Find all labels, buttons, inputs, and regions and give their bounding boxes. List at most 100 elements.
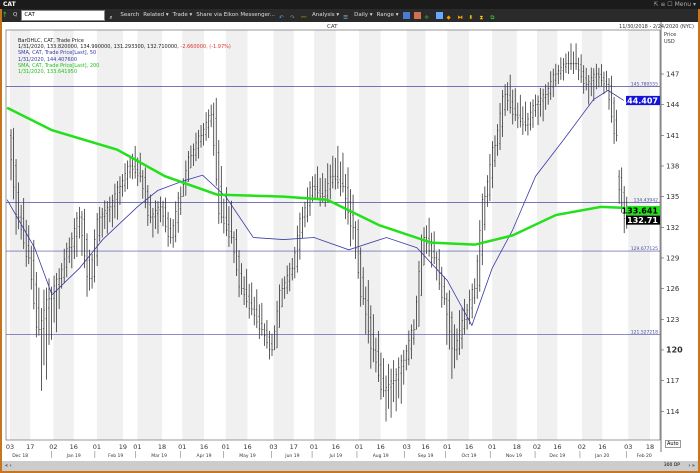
currency-label: USD — [664, 39, 675, 45]
date-tick-label: 16 — [465, 443, 473, 451]
background-band — [314, 30, 336, 440]
copy-icon[interactable]: ⧉ — [490, 15, 495, 21]
date-tick-label: 16 — [200, 443, 208, 451]
price-tick-label: 141 — [666, 132, 679, 140]
time-scrollbar[interactable]: « ‹ 300 DP › » — [2, 461, 698, 471]
date-tick-label: 02 — [533, 443, 541, 451]
date-tick-label: 01 — [93, 443, 101, 451]
month-label: Mar 19 — [151, 453, 167, 459]
date-tick-label: 01 — [222, 443, 230, 451]
month-label: Dec 19 — [549, 453, 565, 459]
chart-style-icon[interactable] — [413, 12, 421, 19]
related-menu[interactable]: Related ▾ — [143, 12, 169, 18]
background-band — [447, 30, 470, 440]
date-tick-label: 19 — [119, 443, 127, 451]
month-label: Oct 19 — [462, 453, 477, 459]
date-tick-label: 16 — [553, 443, 561, 451]
price-tick-label: 126 — [666, 285, 680, 293]
background-band — [182, 30, 205, 440]
share-button[interactable]: Share via Eikon Messenger... — [196, 12, 275, 18]
background-band — [96, 30, 123, 440]
date-tick-label: 03 — [6, 443, 14, 451]
crosshair-icon[interactable]: ✛ — [424, 15, 430, 21]
background-band — [273, 30, 294, 440]
chart-type-icon[interactable] — [402, 12, 410, 19]
redo-icon[interactable]: ↷ — [289, 15, 295, 21]
scroll-left-icon[interactable]: « ‹ — [5, 463, 12, 469]
background-band — [358, 30, 381, 440]
month-label: Jun 19 — [284, 453, 299, 459]
legend-sma200-value: 1/31/2020, 133.641950 — [18, 69, 78, 76]
legend-sma50-value: 1/31/2020, 144.407600 — [18, 56, 78, 63]
month-label: Jan 19 — [66, 453, 81, 459]
zoom-horizontal-icon[interactable]: ◆ — [446, 15, 451, 21]
chart-legend: BarOHLC, CAT, Trade Price 1/31/2020, 133… — [18, 38, 231, 75]
price-tick-label: 147 — [666, 71, 679, 79]
date-tick-label: 03 — [403, 443, 411, 451]
data-points-label: 300 DP — [663, 463, 680, 468]
undo-icon[interactable]: ↶ — [278, 15, 284, 21]
date-tick-label: 01 — [133, 443, 141, 451]
chart-area[interactable]: 145.780555 134.43942 129.677125 121.527218 1… — [2, 22, 698, 471]
window-titlebar: CAT ⇱ ≡ ☐ Menu ▾ — [0, 0, 700, 9]
date-tick-label: 16 — [598, 443, 606, 451]
scroll-right-icon[interactable]: › » — [688, 463, 695, 469]
layout-icon[interactable] — [435, 12, 443, 19]
date-tick-label: 03 — [269, 443, 277, 451]
quote-button[interactable]: Q — [13, 12, 18, 18]
settings-icon[interactable]: ☰ — [343, 15, 349, 21]
date-tick-label: 17 — [290, 443, 298, 451]
month-label: Nov 19 — [506, 453, 522, 459]
month-label: Sep 19 — [418, 453, 434, 459]
trade-menu[interactable]: Trade ▾ — [172, 12, 193, 18]
month-label: Jan 20 — [594, 453, 609, 459]
date-tick-label: 01 — [310, 443, 318, 451]
range-menu[interactable]: Range ▾ — [376, 12, 399, 18]
price-tick-label: 114 — [666, 408, 680, 416]
legend-sma200-title: SMA, CAT, Trade Price[Last], 200 — [18, 62, 100, 69]
level-label: 134.43942 — [634, 197, 658, 203]
date-tick-label: 17 — [26, 443, 34, 451]
interval-menu[interactable]: Daily ▾ — [354, 12, 373, 18]
price-tick-label: 138 — [666, 162, 679, 170]
price-tick-label: 120 — [666, 345, 683, 354]
price-tick-label: 123 — [666, 316, 679, 324]
sma50-line — [6, 89, 625, 327]
symbol-input[interactable]: CAT — [21, 10, 106, 21]
window-title: CAT — [3, 1, 16, 8]
up-arrow-icon: ↑ — [2, 11, 8, 19]
toolbar: ↑ Q CAT ⌕ Search Related ▾ Trade ▾ Share… — [2, 9, 698, 22]
month-label: Apr 19 — [197, 453, 212, 459]
date-tick-label: 01 — [488, 443, 496, 451]
date-tick-label: 01 — [443, 443, 451, 451]
price-tag-label: 133.641 — [622, 207, 659, 216]
legend-bars-values: 1/31/2020, 133.820000, 134.990000, 131.2… — [18, 44, 231, 50]
level-label: 121.527218 — [631, 329, 658, 335]
zoom-vertical-icon[interactable]: ⬍ — [468, 15, 474, 21]
date-tick-label: 16 — [421, 443, 429, 451]
legend-sma50-title: SMA, CAT, Trade Price[Last], 50 — [18, 50, 97, 57]
background-band — [53, 30, 74, 440]
price-chart[interactable]: 145.780555 134.43942 129.677125 121.527218 1… — [2, 22, 698, 471]
date-tick-label: 18 — [513, 443, 521, 451]
background-band — [537, 30, 558, 440]
legend-change: -2.660000, (-1.97%) — [178, 44, 231, 51]
search-button[interactable]: Search — [120, 12, 140, 18]
hourglass-icon[interactable]: ⧗ — [479, 15, 484, 21]
auto-button[interactable]: Auto — [665, 440, 681, 448]
background-band — [628, 30, 650, 440]
plot-frame — [5, 29, 661, 441]
analysis-menu[interactable]: Analysis ▾ — [311, 12, 340, 18]
search-icon: ⌕ — [109, 15, 113, 21]
sma200-line — [6, 106, 624, 246]
price-tag-label: 144.407 — [622, 97, 658, 106]
price-tick-label: 132 — [666, 224, 679, 232]
level-label: 129.677125 — [631, 246, 658, 252]
fit-icon[interactable]: ⧓ — [457, 15, 464, 21]
chart-title: CAT — [327, 24, 338, 30]
legend-bars-title: BarOHLC, CAT, Trade Price — [18, 38, 84, 44]
background-band — [581, 30, 603, 440]
level-label: 145.780555 — [631, 81, 658, 87]
date-tick-label: 01 — [355, 443, 363, 451]
window-controls[interactable]: ⇱ ≡ ☐ Menu ▾ — [653, 1, 696, 8]
